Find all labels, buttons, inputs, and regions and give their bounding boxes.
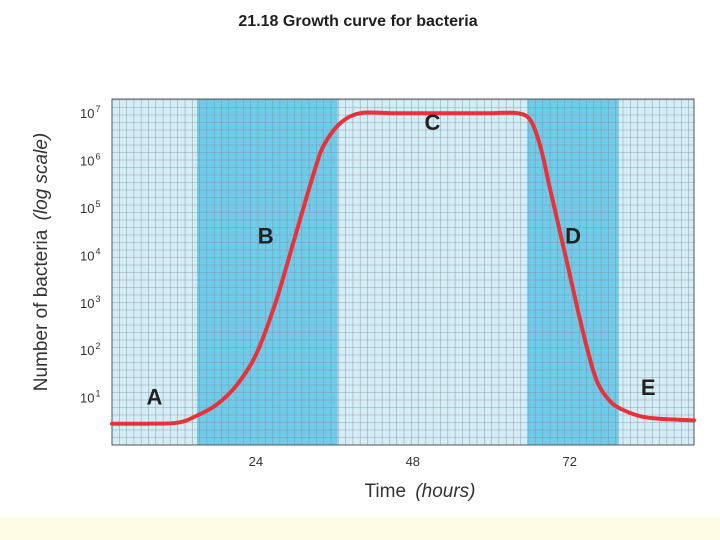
x-axis-unit: (hours) (415, 481, 475, 502)
y-tick-label: 101 (80, 389, 100, 406)
x-axis-title: Time (hours) (365, 481, 476, 502)
y-tick-base: 10 (80, 154, 94, 169)
phase-labels: A B C D E (147, 110, 656, 410)
phase-label-e: E (641, 375, 656, 400)
y-tick-base: 10 (80, 106, 94, 121)
x-axis-label: Time (365, 481, 407, 502)
y-tick-base: 10 (80, 201, 94, 216)
phase-label-d: D (565, 224, 581, 249)
x-tick-label: 48 (406, 454, 420, 469)
y-tick-label: 104 (80, 246, 100, 263)
x-tick-label: 24 (249, 454, 263, 469)
y-tick-base: 10 (80, 343, 94, 358)
y-axis-title: Number of bacteria (log scale) (31, 133, 52, 392)
y-tick-base: 10 (80, 248, 94, 263)
y-tick-label: 106 (80, 152, 100, 169)
shaded-region-1 (197, 99, 338, 445)
footer-band (0, 517, 720, 540)
y-tick-base: 10 (80, 296, 94, 311)
y-tick-label: 103 (80, 294, 100, 311)
phase-label-b: B (258, 224, 274, 249)
y-tick-exponent: 7 (95, 104, 100, 114)
y-tick-label: 105 (80, 199, 100, 216)
y-tick-exponent: 1 (95, 389, 100, 399)
phase-label-a: A (147, 385, 163, 410)
y-tick-exponent: 2 (95, 341, 100, 351)
growth-curve (110, 110, 696, 426)
y-tick-label: 107 (80, 104, 100, 121)
phase-label-c: C (424, 110, 440, 135)
y-tick-base: 10 (80, 391, 94, 406)
y-tick-exponent: 4 (95, 246, 100, 256)
grid-lines (112, 99, 694, 445)
y-tick-exponent: 6 (95, 152, 100, 162)
y-tick-label: 102 (80, 341, 100, 358)
y-axis-unit: (log scale) (31, 133, 52, 221)
y-tick-exponent: 3 (95, 294, 100, 304)
growth-curve-line-1 (110, 110, 696, 426)
x-tick-labels: 24 48 72 (249, 454, 577, 469)
plot-frame (111, 98, 695, 446)
chart-title: 21.18 Growth curve for bacteria (238, 13, 477, 30)
y-axis-label: Number of bacteria (31, 229, 52, 391)
x-tick-label: 72 (563, 454, 577, 469)
y-tick-exponent: 5 (95, 199, 100, 209)
